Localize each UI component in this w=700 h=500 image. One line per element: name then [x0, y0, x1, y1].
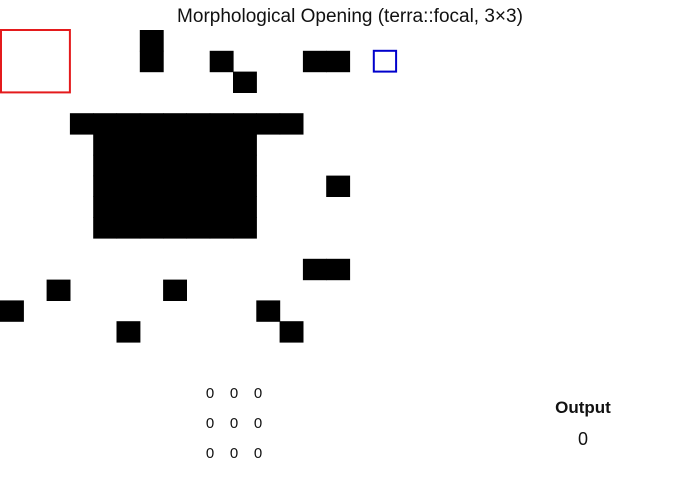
raster-cell [93, 113, 118, 135]
raster-cell [93, 217, 118, 239]
raster-cell [139, 154, 164, 177]
raster-cell [163, 154, 187, 177]
raster-cell [163, 196, 187, 218]
raster-cell [209, 175, 234, 197]
raster-overlays [0, 29, 398, 94]
kernel-value: 0 [205, 445, 215, 462]
raster-cell [233, 154, 257, 177]
raster-cell [93, 175, 118, 197]
raster-cell [139, 196, 164, 218]
raster-cell [139, 30, 164, 52]
raster-cell [163, 134, 187, 156]
raster-cell [233, 134, 257, 156]
raster-cell [93, 154, 118, 177]
raster-cell [93, 134, 118, 156]
raster-cell [139, 217, 164, 239]
raster-cell [186, 196, 211, 218]
raster-cell [186, 175, 211, 197]
raster-cell [233, 175, 257, 197]
raster-cell [139, 113, 164, 135]
raster-cell [163, 113, 187, 135]
raster-cell [279, 113, 304, 135]
raster-cell [163, 217, 187, 239]
raster-cell [163, 175, 187, 197]
raster-cell [233, 113, 257, 135]
raster-cell [186, 154, 211, 177]
raster-cell [116, 113, 141, 135]
raster-cell [256, 300, 281, 322]
raster-cell [326, 50, 351, 73]
output-value: 0 [577, 429, 588, 449]
raster-cell [46, 279, 71, 301]
raster-cell [139, 134, 164, 156]
output-label: Output [555, 398, 611, 417]
raster-cell [186, 134, 211, 156]
raster-cell [186, 217, 211, 239]
raster-cell [116, 321, 141, 343]
raster-cell [116, 175, 141, 197]
focal-cell-outline [372, 49, 398, 73]
kernel-value: 0 [253, 385, 263, 402]
focal-window-outline [0, 29, 71, 94]
raster-cell [209, 134, 234, 156]
raster-cell [209, 196, 234, 218]
raster-cell [233, 71, 257, 93]
raster-cell [233, 217, 257, 239]
raster-cell [233, 196, 257, 218]
raster-cell [279, 321, 304, 343]
raster-cells [0, 30, 351, 343]
raster-cell [186, 113, 211, 135]
kernel-value: 0 [229, 415, 239, 432]
raster-cell [93, 196, 118, 218]
raster-cell [256, 113, 281, 135]
raster-cell [69, 113, 94, 135]
raster-cell [209, 113, 234, 135]
raster-cell [209, 217, 234, 239]
kernel-value: 0 [229, 445, 239, 462]
raster-cell [139, 175, 164, 197]
raster-cell [326, 175, 351, 197]
kernel-value: 0 [253, 415, 263, 432]
raster-cell [302, 50, 327, 73]
raster-cell [302, 258, 327, 281]
kernel-value: 0 [205, 415, 215, 432]
kernel-value: 0 [205, 385, 215, 402]
raster-cell [0, 300, 24, 322]
kernel-value: 0 [253, 445, 263, 462]
raster-cell [116, 196, 141, 218]
raster-cell [326, 258, 351, 281]
raster-cell [209, 50, 234, 73]
kernel-window-values: 0 0 0 0 0 0 0 0 0 [198, 384, 270, 474]
raster-cell [116, 154, 141, 177]
kernel-value: 0 [229, 385, 239, 402]
raster-cell [116, 217, 141, 239]
raster-cell [139, 50, 164, 73]
raster-grid [0, 29, 398, 343]
raster-cell [209, 154, 234, 177]
raster-cell [163, 279, 187, 301]
figure-title: Morphological Opening (terra::focal, 3×3… [177, 6, 523, 27]
raster-cell [116, 134, 141, 156]
